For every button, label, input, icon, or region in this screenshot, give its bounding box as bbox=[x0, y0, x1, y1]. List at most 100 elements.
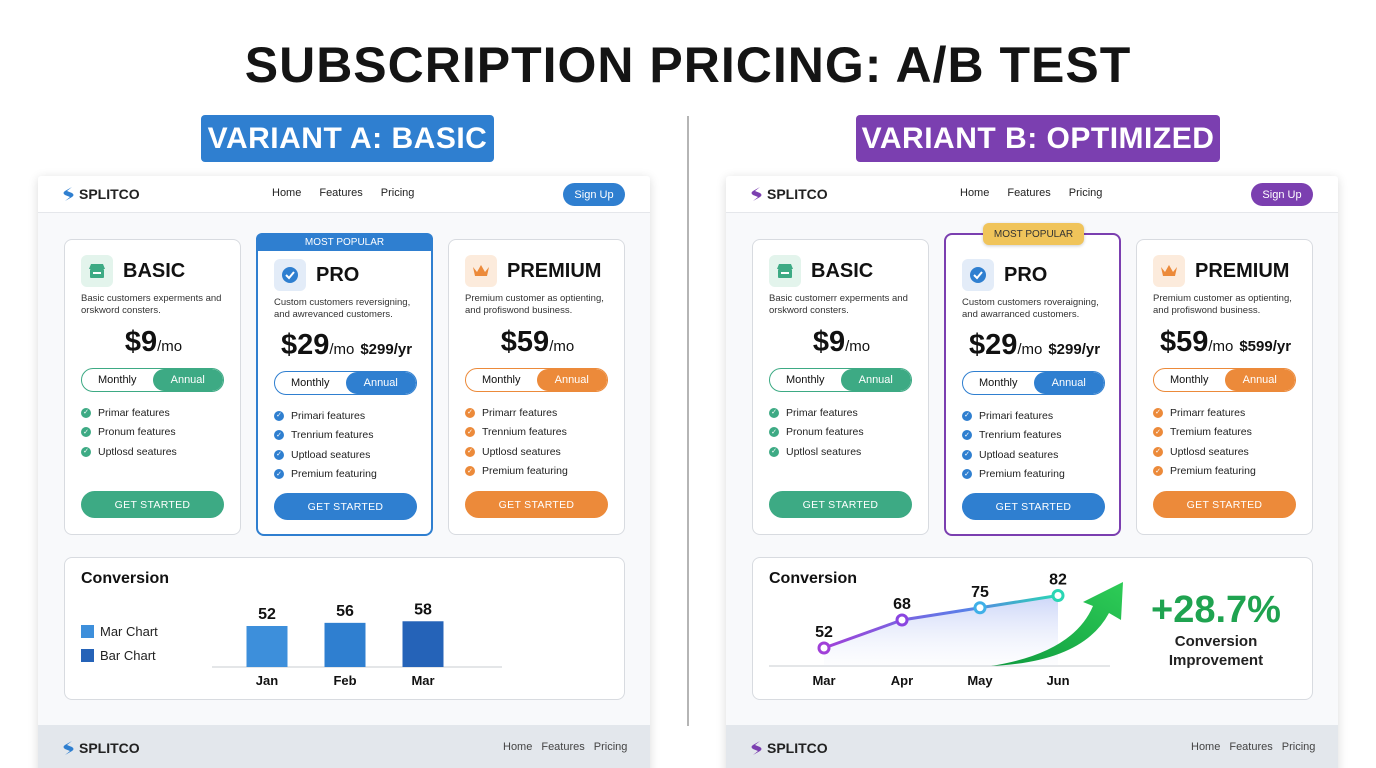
list-item: ✓ Primar features bbox=[769, 403, 864, 423]
data-label: 56 bbox=[336, 603, 354, 620]
footer-brand-logo[interactable]: SPLITCO bbox=[750, 740, 828, 756]
nav-home[interactable]: Home bbox=[272, 187, 302, 199]
feature-label: Premium featuring bbox=[979, 468, 1065, 481]
toggle-monthly[interactable]: Monthly bbox=[97, 374, 137, 386]
get-started-button[interactable]: GET STARTED bbox=[1153, 491, 1296, 518]
check-icon: ✓ bbox=[81, 407, 91, 418]
line-chart: 52 Mar 68 Apr 75 May 82 Jun bbox=[769, 572, 1123, 688]
nav-home[interactable]: Home bbox=[960, 187, 990, 199]
signup-button[interactable]: Sign Up bbox=[1251, 183, 1313, 206]
variant-b-label: VARIANT B: OPTIMIZED bbox=[856, 115, 1220, 162]
price-period: /mo bbox=[157, 338, 183, 355]
toggle-annual[interactable]: Annual bbox=[1033, 372, 1104, 394]
list-item: ✓ Trennium features bbox=[465, 423, 568, 443]
data-point bbox=[1051, 589, 1065, 602]
check-icon: ✓ bbox=[1153, 446, 1163, 457]
series-line bbox=[823, 594, 1059, 650]
variant-a-mockup: SPLITCO Home Features Pricing Sign Up BA… bbox=[38, 176, 650, 768]
data-label: 58 bbox=[414, 601, 432, 618]
signup-button[interactable]: Sign Up bbox=[563, 183, 625, 206]
footer-nav-home[interactable]: Home bbox=[503, 741, 533, 753]
tick-label: Jun bbox=[1046, 673, 1069, 688]
brand-name: SPLITCO bbox=[79, 740, 140, 756]
nav-features[interactable]: Features bbox=[319, 187, 363, 199]
variant-a-label: VARIANT A: BASIC bbox=[201, 115, 494, 162]
get-started-button[interactable]: GET STARTED bbox=[465, 491, 608, 518]
plan-card-premium: PREMIUM Premium customer as optienting, … bbox=[1136, 239, 1313, 535]
footer-nav-features[interactable]: Features bbox=[541, 741, 585, 753]
get-started-button[interactable]: GET STARTED bbox=[962, 493, 1105, 520]
toggle-monthly[interactable]: Monthly bbox=[785, 374, 825, 386]
conversion-panel: Conversion Mar Chart Bar Chart 52 Jan 56 Fe… bbox=[64, 557, 625, 700]
check-icon: ✓ bbox=[81, 446, 91, 457]
improvement-label-line2: Improvement bbox=[1168, 652, 1264, 669]
toggle-annual[interactable]: Annual bbox=[345, 372, 416, 394]
conversion-title: Conversion bbox=[769, 570, 858, 587]
list-item: ✓ Premium featuring bbox=[962, 465, 1065, 485]
billing-toggle[interactable]: Monthly Annual bbox=[1153, 368, 1296, 392]
nav-pricing[interactable]: Pricing bbox=[1068, 187, 1103, 199]
billing-toggle[interactable]: Monthly Annual bbox=[274, 371, 417, 395]
toggle-annual[interactable]: Annual bbox=[1224, 369, 1295, 391]
plan-price: $29/mo $299/yr bbox=[258, 329, 435, 362]
plan-name: PREMIUM bbox=[507, 260, 602, 282]
toggle-monthly[interactable]: Monthly bbox=[1169, 374, 1209, 386]
price-period: /mo bbox=[329, 341, 355, 358]
brand-logo[interactable]: SPLITCO bbox=[750, 186, 828, 202]
brand-logo[interactable]: SPLITCO bbox=[62, 186, 140, 202]
feature-label: Uptlosd seatures bbox=[98, 445, 177, 458]
get-started-button[interactable]: GET STARTED bbox=[769, 491, 912, 518]
billing-toggle[interactable]: Monthly Annual bbox=[769, 368, 912, 392]
check-icon: ✓ bbox=[274, 410, 284, 421]
crown-icon bbox=[465, 255, 497, 287]
nav-pricing[interactable]: Pricing bbox=[380, 187, 415, 199]
price-yearly: $299/yr bbox=[1048, 341, 1101, 358]
check-icon: ✓ bbox=[1153, 427, 1163, 438]
footer-brand-logo[interactable]: SPLITCO bbox=[62, 740, 140, 756]
list-item: ✓ Premium featuring bbox=[274, 465, 377, 485]
footer-nav-home[interactable]: Home bbox=[1191, 741, 1221, 753]
plan-description: Basic customers experments and orskword … bbox=[81, 293, 222, 316]
brand-name: SPLITCO bbox=[767, 740, 828, 756]
toggle-monthly[interactable]: Monthly bbox=[290, 377, 330, 389]
footer-nav-pricing[interactable]: Pricing bbox=[593, 741, 628, 753]
get-started-button[interactable]: GET STARTED bbox=[81, 491, 224, 518]
tick-label: May bbox=[967, 673, 993, 688]
price-amount: $9 bbox=[124, 326, 158, 358]
toggle-annual[interactable]: Annual bbox=[840, 369, 911, 391]
bar bbox=[402, 621, 444, 667]
improvement-callout: +28.7% Conversion Improvement bbox=[1143, 588, 1289, 670]
price-amount: $29 bbox=[280, 329, 330, 361]
plan-price: $9/mo bbox=[753, 326, 930, 359]
nav-features[interactable]: Features bbox=[1007, 187, 1051, 199]
variant-b-mockup: SPLITCO Home Features Pricing Sign Up BA… bbox=[726, 176, 1338, 768]
billing-toggle[interactable]: Monthly Annual bbox=[962, 371, 1105, 395]
toggle-annual[interactable]: Annual bbox=[152, 369, 223, 391]
verified-badge-icon bbox=[962, 259, 994, 291]
get-started-button[interactable]: GET STARTED bbox=[274, 493, 417, 520]
toggle-annual[interactable]: Annual bbox=[536, 369, 607, 391]
bar-chart: 52 Jan 56 Feb 58 Mar bbox=[212, 601, 502, 688]
billing-toggle[interactable]: Monthly Annual bbox=[465, 368, 608, 392]
splitco-logo-icon bbox=[63, 187, 74, 201]
footer-nav-features[interactable]: Features bbox=[1229, 741, 1273, 753]
feature-list: ✓ Primarr features ✓ Trennium features ✓ Up… bbox=[465, 403, 568, 481]
billing-toggle[interactable]: Monthly Annual bbox=[81, 368, 224, 392]
footer-nav-pricing[interactable]: Pricing bbox=[1281, 741, 1316, 753]
tick-label: Apr bbox=[891, 673, 913, 688]
list-item: ✓ Uptload seatures bbox=[274, 445, 377, 465]
plan-card-premium: PREMIUM Premium customer as optienting, … bbox=[448, 239, 625, 535]
check-icon: ✓ bbox=[274, 430, 284, 441]
improvement-value: +28.7% bbox=[1151, 589, 1281, 631]
brand-name: SPLITCO bbox=[79, 186, 140, 202]
check-icon: ✓ bbox=[1153, 466, 1163, 477]
plan-price: $9/mo bbox=[65, 326, 242, 359]
plan-description: Basic customerr experments and orskword … bbox=[769, 293, 908, 316]
toggle-monthly[interactable]: Monthly bbox=[481, 374, 521, 386]
feature-list: ✓ Primari features ✓ Trenrium features ✓ Up… bbox=[274, 406, 377, 484]
feature-label: Primar features bbox=[98, 406, 170, 419]
feature-label: Tremium features bbox=[1170, 426, 1252, 439]
toggle-monthly[interactable]: Monthly bbox=[978, 377, 1018, 389]
list-item: ✓ Primar features bbox=[81, 403, 177, 423]
crown-icon bbox=[1153, 255, 1185, 287]
